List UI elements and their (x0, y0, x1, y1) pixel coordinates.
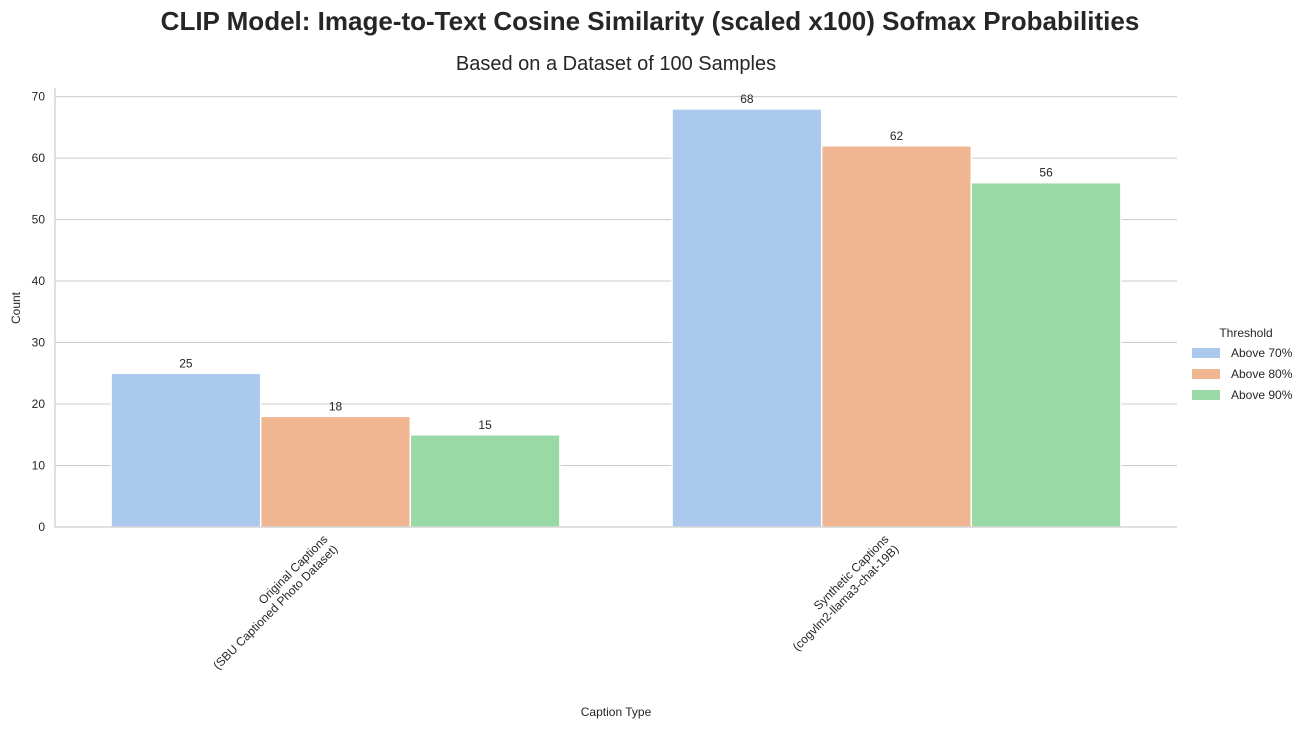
data-labels: 25 18 15 68 62 56 (179, 92, 1053, 432)
x-tick-label: Synthetic Captions(cogvlm2-llama3-chat-1… (790, 532, 902, 654)
legend-label: Above 70% (1231, 346, 1293, 360)
bar (259, 415, 412, 528)
y-tick-label: 30 (32, 336, 46, 350)
legend-swatch (1192, 348, 1220, 358)
legend-swatch (1192, 369, 1220, 379)
x-tick-label-line: (SBU Captioned Photo Dataset) (210, 542, 340, 672)
bar (820, 145, 973, 528)
data-label: 68 (740, 92, 754, 106)
bar (671, 108, 823, 528)
data-label: 18 (329, 399, 343, 413)
bar (970, 181, 1122, 528)
y-tick-labels: 0 10 20 30 40 50 60 70 (32, 90, 46, 534)
data-label: 15 (478, 418, 492, 432)
legend-label: Above 80% (1231, 367, 1293, 381)
axes (54, 88, 1177, 528)
y-tick-label: 20 (32, 397, 46, 411)
legend: Threshold Above 70% Above 80% Above 90% (1192, 326, 1293, 402)
y-tick-label: 10 (32, 459, 46, 473)
bars (110, 108, 1122, 528)
bar (409, 434, 561, 528)
legend-swatch (1192, 390, 1220, 400)
x-tick-label: Original Captions(SBU Captioned Photo Da… (210, 532, 340, 672)
data-label: 62 (890, 129, 904, 143)
y-tick-label: 0 (38, 520, 45, 534)
y-tick-label: 50 (32, 213, 46, 227)
x-axis-label: Caption Type (581, 705, 652, 719)
y-tick-label: 70 (32, 90, 46, 104)
data-label: 56 (1039, 166, 1053, 180)
legend-label: Above 90% (1231, 388, 1293, 402)
y-axis-label: Count (9, 291, 23, 324)
y-tick-label: 40 (32, 274, 46, 288)
x-tick-label-line: (cogvlm2-llama3-chat-19B) (790, 542, 902, 654)
y-tick-label: 60 (32, 151, 46, 165)
chart-subtitle: Based on a Dataset of 100 Samples (456, 53, 776, 75)
data-label: 25 (179, 356, 193, 370)
bar (110, 372, 262, 528)
legend-title: Threshold (1219, 326, 1272, 340)
x-tick-labels: Original Captions(SBU Captioned Photo Da… (210, 532, 902, 672)
chart-title: CLIP Model: Image-to-Text Cosine Similar… (161, 6, 1140, 36)
